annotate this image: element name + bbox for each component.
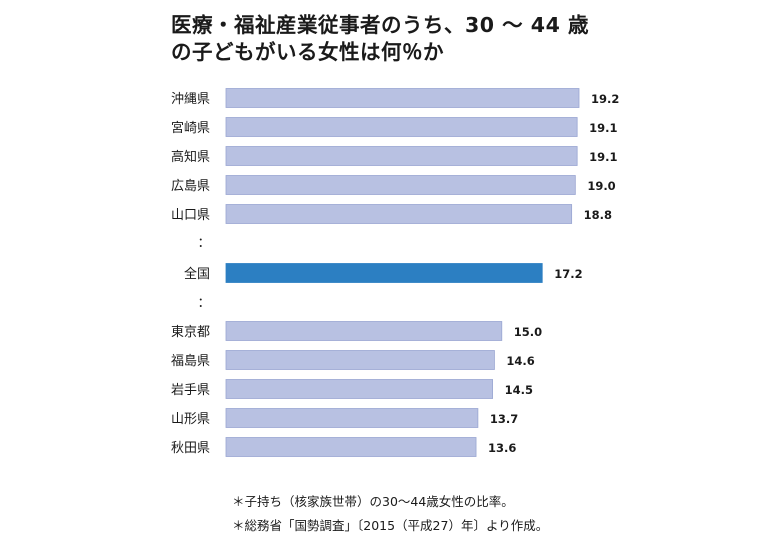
data-label: 19.0 <box>587 179 615 193</box>
chart-title-line-1: 医療・福祉産業従事者のうち、30 ～ 44 歳 <box>171 13 589 37</box>
bar <box>225 350 495 370</box>
data-label: 13.7 <box>490 412 518 426</box>
category-label: 岩手県 <box>171 383 210 398</box>
data-label: 19.1 <box>589 121 617 135</box>
chart-title: 医療・福祉産業従事者のうち、30 ～ 44 歳 の子どもがいる女性は何％か <box>171 12 731 66</box>
chart-title-line-2: の子どもがいる女性は何％か <box>171 40 444 64</box>
category-label: 沖縄県 <box>171 92 210 107</box>
bar <box>225 437 477 457</box>
data-label: 13.6 <box>488 441 516 455</box>
bar <box>225 117 578 137</box>
category-label: 山口県 <box>171 208 210 223</box>
data-label: 15.0 <box>514 325 542 339</box>
category-label: 山形県 <box>171 412 210 427</box>
category-label: 広島県 <box>171 179 210 194</box>
category-label: 宮崎県 <box>171 120 210 136</box>
category-label: 高知県 <box>171 149 210 165</box>
bar <box>225 204 573 224</box>
bar-highlight <box>225 263 543 283</box>
category-label: 福島県 <box>171 354 210 369</box>
data-label: 19.1 <box>589 150 617 164</box>
data-label: 19.2 <box>591 92 619 106</box>
ellipsis-marker: ： <box>197 296 210 311</box>
category-label: 全国 <box>184 266 210 282</box>
note-line-2: ＊総務省「国勢調査」〔2015（平成27）年〕より作成。 <box>232 518 549 533</box>
data-label: 14.5 <box>505 383 533 397</box>
ellipsis-marker: ： <box>197 236 210 251</box>
bar-chart: 沖縄県 19.2 宮崎県 19.1 高知県 19.1 広島県 19.0 山口県 18.8 全国 17.… <box>171 88 619 457</box>
bar <box>225 321 503 341</box>
bar <box>225 146 578 166</box>
note-line-1: ＊子持ち（核家族世帯）の30～44歳女性の比率。 <box>232 494 514 509</box>
data-label: 18.8 <box>584 208 612 222</box>
bar <box>225 408 479 428</box>
chart-notes: ＊子持ち（核家族世帯）の30～44歳女性の比率。 ＊総務省「国勢調査」〔2015… <box>232 490 548 538</box>
category-label: 東京都 <box>171 324 210 340</box>
bar <box>225 88 580 108</box>
category-label: 秋田県 <box>171 441 210 456</box>
bar <box>225 379 493 399</box>
bar <box>225 175 576 195</box>
data-label: 14.6 <box>506 354 534 368</box>
data-label: 17.2 <box>554 267 582 281</box>
